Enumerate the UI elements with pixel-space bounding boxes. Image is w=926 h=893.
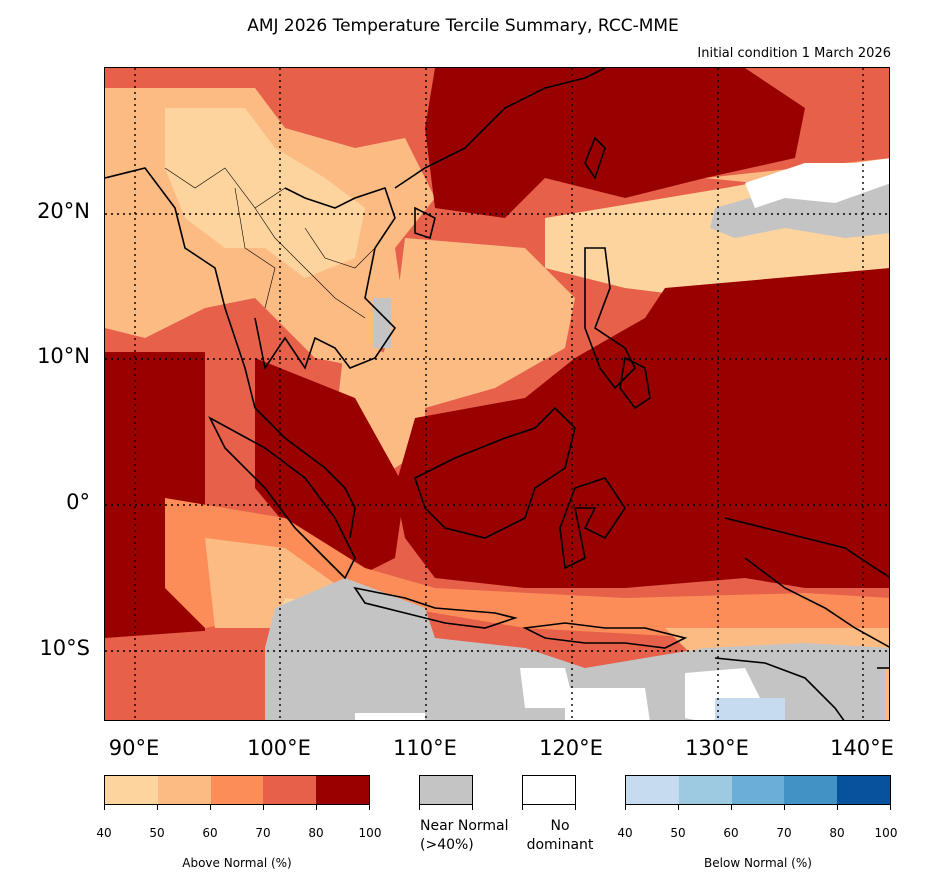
bn-tick-mark: [784, 805, 785, 810]
nd-tick-mark: [575, 805, 576, 810]
bn-swatch-50: [678, 776, 732, 804]
an-swatch-50: [157, 776, 211, 804]
coast-philippines: [584, 247, 636, 390]
nd-tick-mark: [522, 805, 523, 810]
an-tick-mark: [369, 805, 370, 810]
an-tick-mark: [263, 805, 264, 810]
near-normal-label-line1: Near Normal: [420, 818, 509, 834]
an-swatch-70: [263, 776, 317, 804]
bn-tick-label: 70: [776, 826, 792, 840]
gridlines: [105, 68, 889, 720]
an-swatch-80: [316, 776, 369, 804]
below-normal-label: Below Normal (%): [704, 856, 812, 870]
no-dominant-swatch: [522, 775, 576, 805]
coast-borneo: [414, 406, 576, 539]
coast-java: [353, 586, 518, 629]
lon-label-130e: 130°E: [685, 736, 749, 760]
coast-indochina: [254, 186, 397, 371]
bn-swatch-60: [731, 776, 785, 804]
an-tick-mark: [157, 805, 158, 810]
below-normal-colorbar: [625, 775, 891, 805]
bn-tick-label: 80: [829, 826, 845, 840]
border-1: [164, 167, 286, 209]
region-an50-scs: [375, 238, 575, 408]
bn-tick-mark: [678, 805, 679, 810]
lat-label-0: 0°: [66, 490, 90, 514]
region-near-normal-cambodia: [373, 298, 391, 348]
border-3: [234, 187, 276, 309]
an-tick-label: 80: [308, 826, 324, 840]
bn-tick-label: 100: [874, 826, 898, 840]
an-tick-label: 100: [358, 826, 382, 840]
lon-label-140e: 140°E: [830, 736, 894, 760]
region-an70-sw-corner: [105, 628, 265, 720]
an-swatch-40: [105, 776, 158, 804]
lon-label-120e: 120°E: [539, 736, 603, 760]
near-normal-swatch: [419, 775, 473, 805]
border-4: [304, 227, 376, 269]
coast-lesser-sunda: [522, 622, 688, 649]
an-tick-label: 70: [255, 826, 271, 840]
region-an80-south-china: [425, 68, 805, 218]
coast-malay: [105, 167, 356, 539]
coast-china: [394, 68, 606, 189]
initial-condition-subtitle: Initial condition 1 March 2026: [697, 46, 891, 61]
region-an40-mainland: [165, 108, 365, 278]
near-normal-label-line2: (>40%): [420, 837, 474, 853]
region-no-dominant-s4: [355, 713, 425, 720]
bn-swatch-40: [626, 776, 679, 804]
bn-swatch-80: [837, 776, 890, 804]
an-tick-mark: [316, 805, 317, 810]
coastlines: [105, 68, 889, 720]
region-an50-se-edge: [885, 668, 889, 720]
coast-australia: [714, 657, 845, 720]
bn-tick-mark: [890, 805, 891, 810]
map-title: AMJ 2026 Temperature Tercile Summary, RC…: [247, 16, 679, 36]
coast-sumatra: [208, 416, 356, 580]
tercile-map-svg: [105, 68, 889, 720]
bn-tick-label: 50: [670, 826, 686, 840]
an-tick-label: 50: [149, 826, 165, 840]
coast-new-guinea-n: [724, 517, 889, 578]
lat-label-10s: 10°S: [39, 636, 90, 660]
no-dominant-label-line1: No: [550, 818, 570, 834]
coast-mindanao: [619, 356, 651, 410]
bn-tick-mark: [625, 805, 626, 810]
country-borders: [164, 167, 376, 319]
an-tick-mark: [104, 805, 105, 810]
an-swatch-60: [210, 776, 264, 804]
no-dominant-label-line2: dominant: [526, 837, 594, 853]
near-normal-label: Near Normal (>40%): [420, 817, 509, 855]
lon-label-90e: 90°E: [108, 736, 160, 760]
no-dominant-label: No dominant: [515, 817, 605, 855]
an-tick-mark: [210, 805, 211, 810]
tercile-map: [104, 67, 890, 721]
region-an80-sw: [105, 538, 165, 648]
coast-taiwan: [584, 136, 606, 180]
region-an80-maritime-continent: [395, 268, 889, 588]
region-no-dominant-ne: [745, 158, 889, 208]
region-bn40-south: [715, 698, 785, 720]
lat-label-10n: 10°N: [37, 344, 90, 368]
border-2: [254, 207, 366, 319]
an-tick-label: 60: [202, 826, 218, 840]
above-normal-label: Above Normal (%): [182, 856, 292, 870]
lon-label-100e: 100°E: [247, 736, 311, 760]
coast-hainan: [414, 206, 436, 240]
region-no-dominant-s1: [520, 668, 575, 708]
lat-label-20n: 20°N: [37, 199, 90, 223]
nn-tick-mark: [472, 805, 473, 810]
an-tick-label: 40: [96, 826, 112, 840]
bn-tick-label: 40: [617, 826, 633, 840]
above-normal-colorbar: [104, 775, 370, 805]
bn-tick-label: 60: [723, 826, 739, 840]
coast-new-guinea-s: [744, 557, 889, 648]
bn-swatch-70: [784, 776, 838, 804]
nn-tick-mark: [419, 805, 420, 810]
lon-label-110e: 110°E: [393, 736, 457, 760]
bn-tick-mark: [731, 805, 732, 810]
bn-tick-mark: [837, 805, 838, 810]
coast-sulawesi: [559, 477, 626, 570]
region-no-dominant-s2: [565, 688, 650, 720]
